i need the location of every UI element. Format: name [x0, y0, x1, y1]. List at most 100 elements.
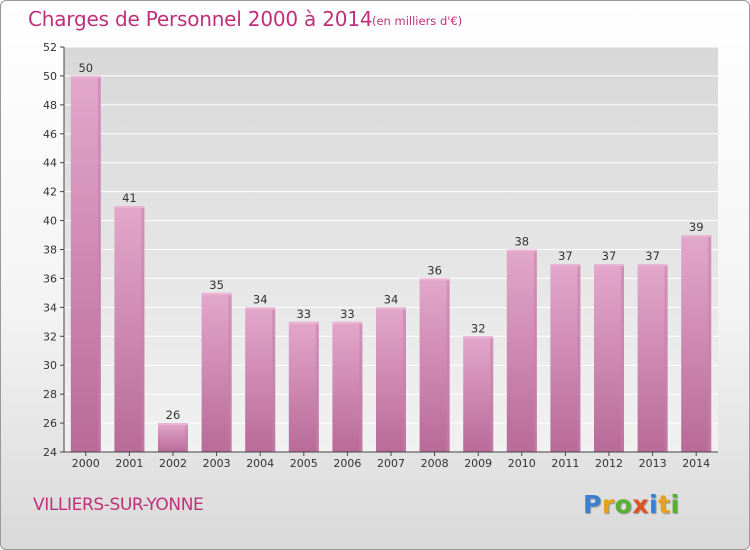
y-tick-labels: 24 26 28 30 32 34 36 38 40 42 44 46 48 50 52	[43, 41, 64, 459]
bar-top	[550, 263, 581, 266]
x-tick-label: 2000	[72, 457, 100, 470]
x-tick-label: 2004	[246, 457, 274, 470]
value-label: 37	[602, 249, 617, 263]
x-tick-label: 2010	[508, 457, 536, 470]
y-tick-label: 48	[43, 99, 57, 112]
value-label: 33	[340, 307, 355, 321]
y-tick-label: 50	[43, 70, 57, 83]
bar-side	[533, 249, 537, 452]
value-label: 39	[689, 220, 704, 234]
y-tick-label: 44	[43, 157, 57, 170]
logo-letter: r	[601, 490, 615, 519]
value-label: 37	[558, 249, 573, 263]
logo-letter: o	[614, 490, 633, 519]
bar	[419, 278, 450, 452]
y-tick-label: 26	[43, 417, 57, 430]
bar	[681, 235, 712, 452]
x-tick-label: 2011	[551, 457, 579, 470]
bar	[70, 75, 101, 452]
bar-side	[621, 263, 624, 452]
y-tick-label: 32	[43, 330, 57, 343]
x-tick-label: 2008	[421, 457, 449, 470]
bar	[288, 321, 319, 452]
x-tick-label: 2005	[290, 457, 318, 470]
value-label: 33	[296, 307, 311, 321]
value-label: 35	[209, 278, 224, 292]
x-tick-label: 2009	[464, 457, 492, 470]
bar-top	[463, 336, 494, 339]
logo-letter: i	[670, 490, 680, 519]
value-label: 37	[645, 249, 660, 263]
bar	[506, 249, 537, 452]
y-tick-label: 36	[43, 272, 57, 285]
bar	[201, 292, 232, 452]
bar	[594, 263, 624, 452]
y-tick-label: 40	[43, 215, 57, 228]
y-tick-label: 30	[43, 359, 57, 372]
bar-top	[201, 292, 232, 295]
bar-side	[490, 336, 494, 452]
y-tick-label: 34	[43, 301, 57, 314]
bar-top	[637, 263, 668, 266]
value-label: 38	[514, 235, 529, 249]
bar	[332, 321, 363, 452]
x-tick-label: 2007	[377, 457, 405, 470]
y-tick-label: 24	[43, 446, 57, 459]
value-labels: 50 41 26 35 34 33 33 34 36 32 38 37 37 37 39	[78, 61, 703, 422]
x-tick-labels: 2000 2001 2002 2003 2004 2005 2006 2007 2008 2009…	[72, 452, 710, 470]
bar-side	[359, 321, 363, 452]
bars	[70, 75, 712, 452]
commune-name: VILLIERS-SUR-YONNE	[33, 495, 204, 515]
bar-side	[272, 307, 276, 452]
bar-top	[376, 307, 406, 310]
bar-top	[158, 423, 188, 426]
bar-side	[446, 278, 450, 452]
bar-side	[664, 263, 668, 452]
bar-top	[114, 206, 145, 209]
bar-side	[141, 206, 145, 452]
bar	[376, 307, 406, 452]
bar-side	[708, 235, 712, 452]
value-label: 50	[78, 61, 93, 75]
bar	[637, 263, 668, 452]
bar	[245, 307, 276, 452]
bar-top	[245, 307, 276, 310]
bar	[550, 263, 581, 452]
x-tick-label: 2001	[115, 457, 143, 470]
logo-letter: P	[583, 490, 602, 519]
value-label: 34	[253, 292, 268, 306]
y-tick-label: 42	[43, 186, 57, 199]
bar-side	[97, 75, 101, 452]
x-tick-label: 2002	[159, 457, 187, 470]
value-label: 34	[384, 292, 399, 306]
bar-top	[70, 75, 101, 78]
bar-top	[594, 263, 624, 266]
logo-letter: t	[658, 490, 671, 519]
logo-letter: x	[632, 490, 649, 519]
bar-side	[403, 307, 406, 452]
x-tick-label: 2013	[639, 457, 667, 470]
y-tick-label: 52	[43, 41, 57, 54]
value-label: 32	[471, 321, 486, 335]
y-tick-label: 38	[43, 244, 57, 257]
bar-top	[681, 235, 712, 238]
x-tick-label: 2012	[595, 457, 623, 470]
bar	[463, 336, 494, 452]
bar-top	[288, 321, 319, 324]
bar	[114, 206, 145, 452]
bar-side	[315, 321, 319, 452]
chart-title: Charges de Personnel 2000 à 2014	[28, 7, 373, 31]
bar-top	[419, 278, 450, 281]
x-tick-label: 2006	[333, 457, 361, 470]
y-tick-label: 46	[43, 128, 57, 141]
x-tick-label: 2003	[203, 457, 231, 470]
logo-letter: i	[649, 490, 659, 519]
x-tick-label: 2014	[682, 457, 710, 470]
y-tick-label: 28	[43, 388, 57, 401]
bar-top	[332, 321, 363, 324]
bar-side	[228, 292, 232, 452]
value-label: 36	[427, 263, 442, 277]
chart-subtitle: (en milliers d'€)	[372, 14, 463, 28]
